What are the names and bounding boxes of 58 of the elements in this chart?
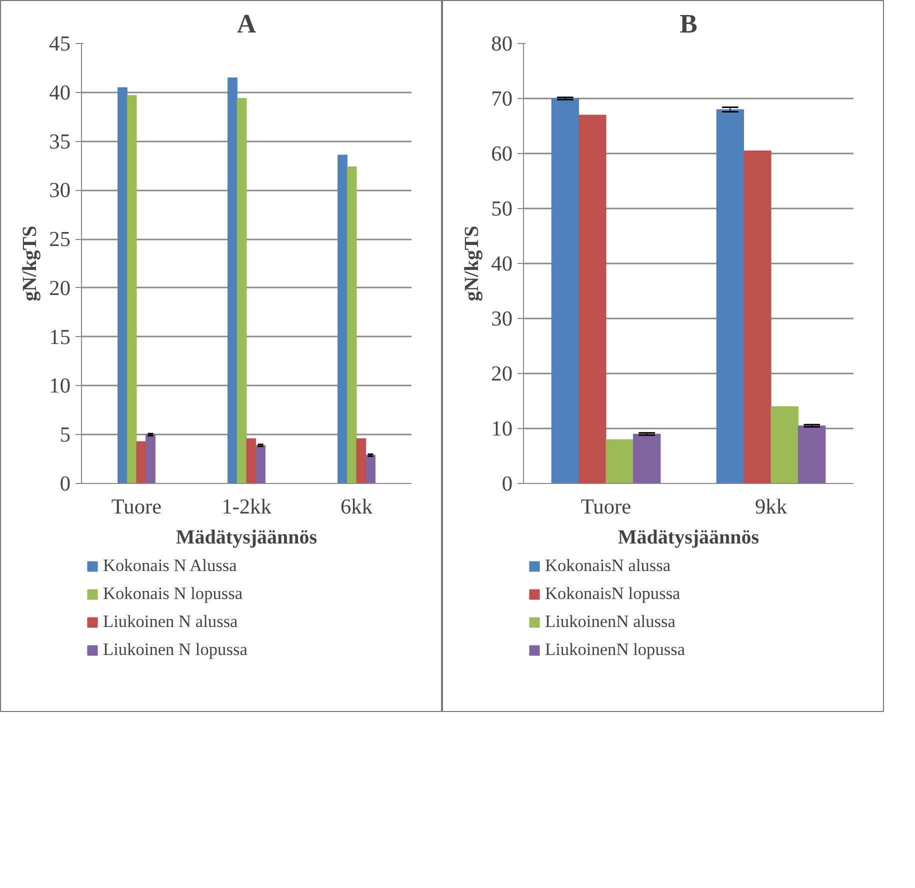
bar <box>146 434 156 484</box>
chart-title: B <box>680 8 698 38</box>
bar <box>338 154 348 484</box>
bar <box>578 114 606 484</box>
bar <box>632 434 661 484</box>
legend-label: LiukoinenN lopussa <box>545 640 686 660</box>
bar <box>136 441 146 484</box>
y-tick-label: 60 <box>491 142 512 166</box>
y-tick-label: 80 <box>491 32 512 56</box>
legend-label: Kokonais N Alussa <box>103 556 237 576</box>
legend-label: Liukoinen N lopussa <box>103 640 248 660</box>
bar <box>236 98 247 484</box>
x-axis-title: Mädätysjäännös <box>618 526 760 548</box>
bar <box>744 150 772 484</box>
bar <box>770 406 798 484</box>
y-tick-label: 30 <box>491 306 512 330</box>
bar <box>246 438 256 484</box>
legend-label: Liukoinen N alussa <box>103 612 238 632</box>
bar <box>346 166 357 484</box>
y-axis-title: gN/kgTS <box>461 226 484 302</box>
y-tick-label: 25 <box>49 227 70 252</box>
y-tick-label: 15 <box>49 324 70 349</box>
bar <box>716 109 744 484</box>
y-tick-label: 20 <box>49 276 70 300</box>
y-tick-label: 40 <box>491 252 512 276</box>
bar <box>366 454 376 484</box>
bar <box>551 98 580 484</box>
legend-label: KokonaisN lopussa <box>545 584 680 604</box>
y-tick-label: 0 <box>60 472 71 496</box>
bar <box>118 87 128 484</box>
chart-title: A <box>236 8 257 38</box>
bar <box>356 438 366 484</box>
x-tick-label: Tuore <box>111 494 162 518</box>
legend-label: Kokonais N lopussa <box>103 584 243 604</box>
y-tick-label: 50 <box>491 196 512 220</box>
bar <box>126 95 137 484</box>
x-tick-label: 6kk <box>340 494 373 518</box>
bar <box>798 426 826 484</box>
x-tick-label: 1-2kk <box>222 494 272 518</box>
y-axis-title: gN/kgTS <box>19 226 42 302</box>
y-tick-label: 30 <box>49 178 70 202</box>
legend-label: KokonaisN alussa <box>545 556 671 576</box>
y-tick-label: 20 <box>491 362 512 386</box>
bar <box>228 77 238 484</box>
y-tick-label: 40 <box>49 80 70 104</box>
y-tick-label: 0 <box>502 472 513 496</box>
bar <box>256 445 266 484</box>
y-tick-label: 45 <box>49 32 70 56</box>
y-tick-label: 35 <box>49 129 70 154</box>
y-tick-label: 5 <box>60 422 71 447</box>
y-tick-label: 70 <box>491 86 512 110</box>
x-axis-title: Mädätysjäännös <box>176 526 318 548</box>
x-tick-label: 9kk <box>755 494 788 518</box>
bar <box>606 439 634 484</box>
legend-label: LiukoinenN alussa <box>545 612 676 632</box>
y-tick-label: 10 <box>491 416 512 440</box>
x-tick-label: Tuore <box>580 494 632 518</box>
y-tick-label: 10 <box>49 374 70 398</box>
